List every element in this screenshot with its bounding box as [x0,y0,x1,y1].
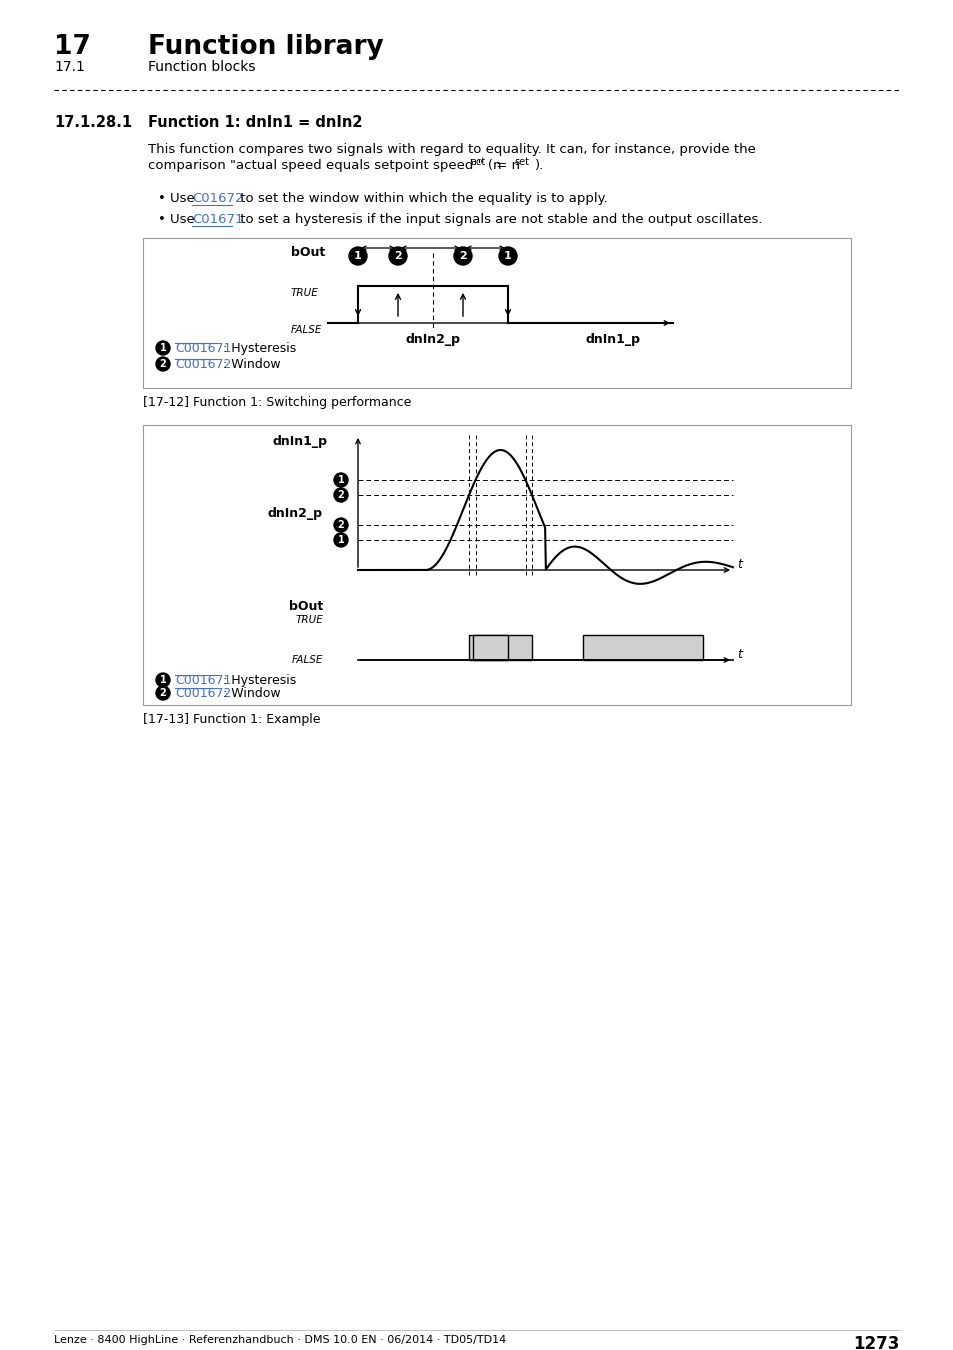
Text: •: • [158,192,166,205]
Text: 1: 1 [354,251,361,261]
Text: dnIn2_p: dnIn2_p [268,506,323,520]
Text: C01671: C01671 [192,213,243,225]
Bar [469,634,532,660]
Text: This function compares two signals with regard to equality. It can, for instance: This function compares two signals with … [148,143,755,157]
Text: Function 1: dnIn1 = dnIn2: Function 1: dnIn1 = dnIn2 [148,115,362,130]
Text: : Hysteresis: : Hysteresis [223,342,296,355]
Text: act: act [470,157,485,167]
Text: bOut: bOut [289,599,323,613]
Circle shape [334,518,348,532]
Text: C001671: C001671 [174,674,232,687]
Text: Function library: Function library [148,34,383,59]
Text: FALSE: FALSE [292,655,323,666]
Circle shape [156,356,170,371]
Text: 17: 17 [54,34,91,59]
Text: 17.1: 17.1 [54,59,85,74]
Text: dnIn2_p: dnIn2_p [405,333,460,346]
Circle shape [454,247,472,265]
Text: dnIn1_p: dnIn1_p [585,333,639,346]
Text: set: set [514,157,529,167]
Text: bOut: bOut [291,246,325,259]
Text: : Window: : Window [223,358,280,371]
Text: 2: 2 [337,520,344,531]
Text: [17-12] Function 1: Switching performance: [17-12] Function 1: Switching performanc… [143,396,411,409]
Circle shape [334,472,348,487]
Text: [17-13] Function 1: Example: [17-13] Function 1: Example [143,713,320,726]
Text: 2: 2 [337,490,344,500]
Text: C001672: C001672 [174,358,232,371]
Text: 1: 1 [159,675,166,684]
Text: ).: ). [535,159,543,171]
Bar [143,425,850,705]
Circle shape [156,342,170,355]
Circle shape [156,686,170,701]
Text: 1: 1 [159,343,166,352]
Text: dnIn1_p: dnIn1_p [273,435,328,448]
Text: 2: 2 [159,688,166,698]
Bar [143,238,850,387]
Text: 1: 1 [337,475,344,485]
Circle shape [334,487,348,502]
Bar [582,634,702,660]
Text: FALSE: FALSE [291,325,322,335]
Text: to set the window within which the equality is to apply.: to set the window within which the equal… [235,192,607,205]
Text: C001672: C001672 [174,687,232,701]
Text: Lenze · 8400 HighLine · Referenzhandbuch · DMS 10.0 EN · 06/2014 · TD05/TD14: Lenze · 8400 HighLine · Referenzhandbuch… [54,1335,506,1345]
Text: C01672: C01672 [192,192,243,205]
Text: 2: 2 [159,359,166,369]
Circle shape [498,247,517,265]
Bar [473,634,507,660]
Text: 2: 2 [458,251,466,261]
Text: 1273: 1273 [853,1335,899,1350]
Text: : Window: : Window [223,687,280,701]
Text: Function blocks: Function blocks [148,59,255,74]
Circle shape [156,674,170,687]
Text: to set a hysteresis if the input signals are not stable and the output oscillate: to set a hysteresis if the input signals… [235,213,761,225]
Text: TRUE: TRUE [291,288,318,298]
Text: Use: Use [170,213,199,225]
Text: 1: 1 [503,251,512,261]
Text: 17.1.28.1: 17.1.28.1 [54,115,132,130]
Text: t: t [737,559,741,571]
Text: 2: 2 [394,251,401,261]
Text: 1: 1 [337,535,344,545]
Text: Use: Use [170,192,199,205]
Circle shape [334,533,348,547]
Text: •: • [158,213,166,225]
Text: C001671: C001671 [174,342,232,355]
Circle shape [389,247,407,265]
Text: = n: = n [492,159,519,171]
Circle shape [349,247,367,265]
Text: TRUE: TRUE [294,616,323,625]
Text: : Hysteresis: : Hysteresis [223,674,296,687]
Text: comparison "actual speed equals setpoint speed " (n: comparison "actual speed equals setpoint… [148,159,501,171]
Text: t: t [737,648,741,662]
